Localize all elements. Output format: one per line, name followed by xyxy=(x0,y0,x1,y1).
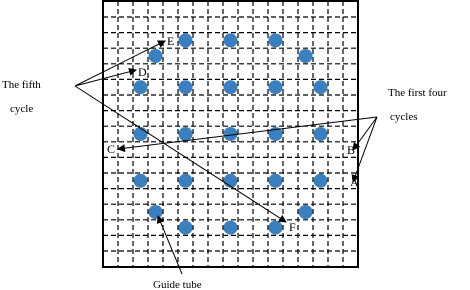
arrow xyxy=(74,85,287,223)
arrows xyxy=(74,40,378,275)
guide-tube xyxy=(223,80,238,95)
arrow xyxy=(74,67,137,87)
guide-tube xyxy=(148,49,163,63)
guide-tube xyxy=(133,80,148,95)
point-label: B xyxy=(347,143,355,157)
guide-tube xyxy=(223,33,238,48)
arrow xyxy=(351,116,378,183)
guide-tube xyxy=(313,80,328,95)
point-label: E xyxy=(167,34,174,48)
point-label: D xyxy=(138,65,147,79)
guide-tube xyxy=(298,49,313,63)
fifth-cycle-label: The fifth xyxy=(2,79,41,91)
guide-tube-label: Guide tube xyxy=(153,279,202,290)
guide-tube xyxy=(268,80,283,95)
arrow xyxy=(352,116,378,151)
guide-tube xyxy=(298,205,313,219)
guide-tube xyxy=(268,220,283,235)
guide-tube xyxy=(178,220,193,235)
arrow xyxy=(117,116,378,153)
arrow xyxy=(74,40,166,87)
guide-tube xyxy=(178,127,193,141)
guide-tube xyxy=(178,173,193,188)
guide-tube xyxy=(268,173,283,188)
guide-tubes xyxy=(133,33,328,235)
point-label: C xyxy=(107,142,115,156)
guide-tube xyxy=(268,33,283,48)
fifth-cycle-label: cycle xyxy=(10,103,33,115)
first-four-label: cycles xyxy=(390,111,417,123)
arrow xyxy=(156,215,183,275)
guide-tube xyxy=(223,220,238,235)
guide-tube xyxy=(178,80,193,95)
guide-tube xyxy=(313,127,328,141)
guide-tube xyxy=(178,33,193,48)
guide-tube xyxy=(148,205,163,219)
assembly-border xyxy=(102,0,359,268)
guide-tube xyxy=(313,173,328,188)
point-label: F xyxy=(289,220,296,234)
guide-tube xyxy=(133,173,148,188)
guide-tube xyxy=(133,127,148,141)
guide-tube xyxy=(268,127,283,141)
first-four-label: The first four xyxy=(388,87,447,99)
guide-tube xyxy=(223,127,238,141)
